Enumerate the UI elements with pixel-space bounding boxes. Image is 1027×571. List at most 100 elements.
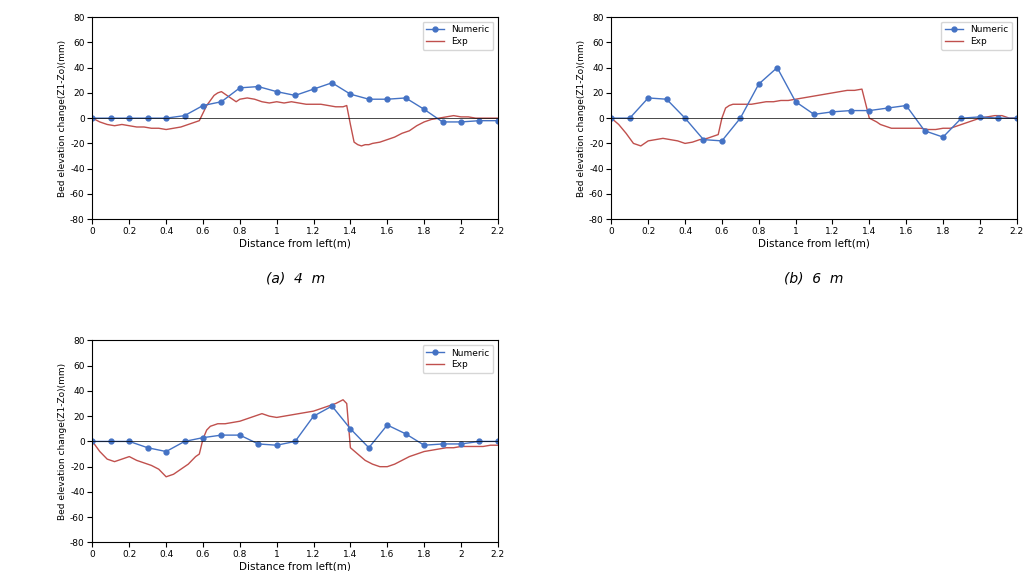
Numeric bbox=[827, 108, 839, 115]
Numeric bbox=[381, 96, 393, 103]
Exp bbox=[1011, 115, 1023, 122]
Exp bbox=[197, 436, 210, 443]
Numeric bbox=[216, 98, 228, 105]
Numeric bbox=[160, 448, 173, 455]
X-axis label: Distance from left(m): Distance from left(m) bbox=[239, 562, 351, 571]
Exp bbox=[123, 453, 136, 460]
Numeric bbox=[289, 92, 301, 99]
Exp bbox=[635, 143, 647, 150]
Exp bbox=[774, 97, 787, 104]
Numeric bbox=[363, 96, 375, 103]
Line: Numeric: Numeric bbox=[90, 81, 500, 124]
Exp bbox=[605, 115, 617, 122]
Numeric bbox=[105, 438, 117, 445]
Numeric bbox=[771, 64, 784, 71]
Line: Numeric: Numeric bbox=[90, 404, 500, 454]
Numeric bbox=[679, 115, 691, 122]
Numeric bbox=[344, 91, 356, 98]
Numeric bbox=[307, 86, 319, 93]
Exp bbox=[86, 115, 99, 122]
Numeric bbox=[252, 83, 264, 90]
Numeric bbox=[197, 102, 210, 109]
X-axis label: Distance from left(m): Distance from left(m) bbox=[239, 239, 351, 248]
Numeric bbox=[605, 115, 617, 122]
Line: Exp: Exp bbox=[92, 400, 498, 477]
Numeric bbox=[845, 107, 858, 114]
Legend: Numeric, Exp: Numeric, Exp bbox=[422, 22, 493, 50]
Exp bbox=[86, 438, 99, 445]
Line: Numeric: Numeric bbox=[609, 65, 1019, 143]
Numeric bbox=[492, 117, 504, 124]
Numeric bbox=[623, 115, 636, 122]
Exp bbox=[182, 461, 194, 468]
Numeric bbox=[937, 134, 949, 140]
Numeric bbox=[381, 421, 393, 428]
Numeric bbox=[400, 431, 412, 437]
Y-axis label: Bed elevation change(Z1-Zo)(mm): Bed elevation change(Z1-Zo)(mm) bbox=[59, 39, 67, 197]
Numeric bbox=[808, 111, 821, 118]
Numeric bbox=[753, 81, 765, 87]
Numeric bbox=[473, 438, 486, 445]
Numeric bbox=[492, 438, 504, 445]
Numeric bbox=[252, 441, 264, 448]
Numeric bbox=[455, 441, 467, 448]
Numeric bbox=[270, 442, 282, 449]
Numeric bbox=[363, 444, 375, 451]
Numeric bbox=[142, 444, 154, 451]
Numeric bbox=[179, 438, 191, 445]
Exp bbox=[216, 88, 228, 95]
Numeric bbox=[142, 115, 154, 122]
Exp bbox=[959, 120, 972, 127]
Text: (b)  6  m: (b) 6 m bbox=[785, 272, 844, 286]
Numeric bbox=[436, 441, 449, 448]
Text: (a)  4  m: (a) 4 m bbox=[266, 272, 325, 286]
Line: Exp: Exp bbox=[92, 91, 498, 146]
Numeric bbox=[344, 425, 356, 432]
Exp bbox=[337, 396, 349, 403]
Numeric bbox=[455, 119, 467, 126]
Exp bbox=[404, 127, 416, 134]
Numeric bbox=[918, 127, 930, 134]
Numeric bbox=[400, 95, 412, 102]
Exp bbox=[123, 122, 136, 129]
Numeric bbox=[270, 88, 282, 95]
Exp bbox=[855, 86, 868, 93]
Y-axis label: Bed elevation change(Z1-Zo)(mm): Bed elevation change(Z1-Zo)(mm) bbox=[59, 363, 67, 520]
Numeric bbox=[123, 115, 136, 122]
Exp bbox=[819, 91, 831, 98]
Numeric bbox=[974, 114, 986, 120]
Numeric bbox=[289, 438, 301, 445]
Exp bbox=[330, 400, 342, 407]
Numeric bbox=[863, 107, 875, 114]
Numeric bbox=[234, 432, 246, 439]
Exp bbox=[256, 98, 268, 105]
Numeric bbox=[900, 102, 912, 109]
Numeric bbox=[216, 432, 228, 439]
Numeric bbox=[992, 115, 1004, 122]
Numeric bbox=[418, 442, 430, 449]
Exp bbox=[712, 131, 724, 138]
Exp bbox=[160, 473, 173, 480]
Numeric bbox=[86, 115, 99, 122]
Exp bbox=[448, 444, 460, 451]
Numeric bbox=[642, 95, 654, 102]
Numeric bbox=[123, 438, 136, 445]
Numeric bbox=[436, 119, 449, 126]
Numeric bbox=[881, 104, 893, 111]
Numeric bbox=[955, 115, 967, 122]
Exp bbox=[727, 101, 739, 108]
Exp bbox=[996, 112, 1009, 119]
Exp bbox=[263, 99, 275, 106]
Numeric bbox=[716, 138, 728, 144]
Line: Exp: Exp bbox=[611, 89, 1017, 146]
X-axis label: Distance from left(m): Distance from left(m) bbox=[758, 239, 870, 248]
Numeric bbox=[197, 434, 210, 441]
Legend: Numeric, Exp: Numeric, Exp bbox=[422, 345, 493, 373]
Numeric bbox=[660, 96, 673, 103]
Numeric bbox=[697, 136, 710, 143]
Numeric bbox=[234, 85, 246, 91]
Numeric bbox=[790, 98, 802, 105]
Numeric bbox=[86, 438, 99, 445]
Exp bbox=[197, 110, 210, 116]
Numeric bbox=[1011, 115, 1023, 122]
